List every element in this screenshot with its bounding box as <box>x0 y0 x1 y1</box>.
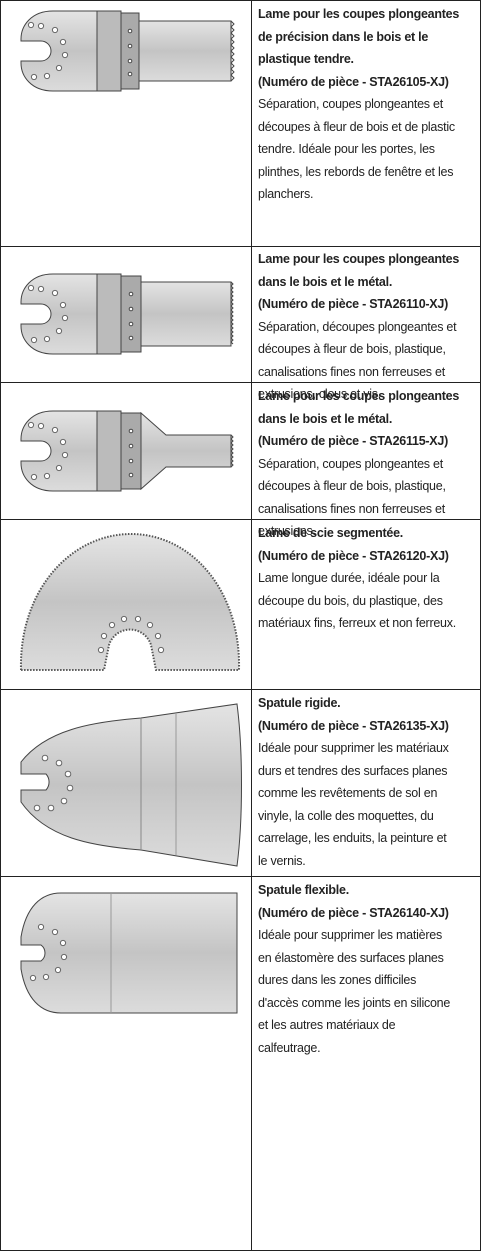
description-line: matériaux fins, ferreux et non ferreux. <box>258 616 456 630</box>
title-line: Lame pour les coupes plongeantes <box>258 389 460 403</box>
description-line: découpes à fleur de bois, plastique, <box>258 342 446 356</box>
description-line: Séparation, découpes plongeantes et <box>258 319 457 334</box>
description-line: découpes à fleur de bois et de plastic <box>258 119 455 134</box>
text: Lame pour les coupes plongeantes dans le … <box>258 385 480 543</box>
part-number: (Numéro de pièce - STA26140-XJ) <box>258 905 449 920</box>
blade-image <box>20 892 238 1014</box>
row: Lame pour les coupes plongeantes de préci… <box>0 0 481 247</box>
description-line: le vernis. <box>258 853 306 868</box>
description-line: dures dans les zones difficiles <box>258 973 417 987</box>
description-line: durs et tendres des surfaces planes <box>258 763 448 778</box>
part-number: (Numéro de pièce - STA26115-XJ) <box>258 434 449 448</box>
description-line: Séparation, coupes plongeantes et <box>258 456 443 471</box>
description-line: carrelage, les enduits, la peinture et <box>258 831 447 845</box>
description-line: Idéale pour supprimer les matières <box>258 928 442 942</box>
title-line: dans le bois et le métal. <box>258 411 393 426</box>
description-line: comme les revêtements de sol en <box>258 786 438 800</box>
text: Lame de scie segmentée. (Numéro de pièce … <box>258 522 480 635</box>
description-line: planchers. <box>258 187 314 201</box>
description-line: plinthes, les rebords de fenêtre et les <box>258 164 454 179</box>
part-number: (Numéro de pièce - STA26110-XJ) <box>258 297 449 311</box>
description-line: en élastomère des surfaces planes <box>258 950 444 965</box>
description-line: vinyle, la colle des moquettes, du <box>258 808 434 823</box>
row: Lame de scie segmentée. (Numéro de pièce … <box>0 520 481 690</box>
description-line: calfeutrage. <box>258 1040 321 1055</box>
description-line: canalisations fines non ferreuses et <box>258 364 445 379</box>
part-number: (Numéro de pièce - STA26105-XJ) <box>258 74 449 89</box>
title-line: Lame pour les coupes plongeantes <box>258 7 460 21</box>
description-line: d'accès comme les joints en silicone <box>258 995 451 1010</box>
description-line: extrusions. <box>258 524 316 538</box>
blade-image <box>20 273 234 355</box>
description-line: Séparation, coupes plongeantes et <box>258 97 443 111</box>
part-number: (Numéro de pièce - STA26120-XJ) <box>258 548 449 563</box>
description-line: tendre. Idéale pour les portes, les <box>258 142 435 156</box>
blade-image <box>20 703 242 867</box>
row: Lame pour les coupes plongeantes dans le … <box>0 383 481 538</box>
row: Spatule flexible. (Numéro de pièce - STA2… <box>0 877 481 1251</box>
title-line: plastique tendre. <box>258 52 354 66</box>
part-number: (Numéro de pièce - STA26135-XJ) <box>258 718 449 733</box>
blade-image <box>20 410 234 492</box>
title-line: Spatule flexible. <box>258 883 349 897</box>
text: Spatule rigide. (Numéro de pièce - STA261… <box>258 692 480 872</box>
description-line: Idéale pour supprimer les matériaux <box>258 741 449 755</box>
title-line: de précision dans le bois et le <box>258 29 429 44</box>
blade-image <box>20 10 235 92</box>
text: Lame pour les coupes plongeantes dans le … <box>258 248 480 406</box>
description-line: et les autres matériaux de <box>258 1018 396 1032</box>
text: Lame pour les coupes plongeantes de préci… <box>258 3 480 206</box>
description-line: canalisations fines non ferreuses et <box>258 501 445 516</box>
description-line: découpe du bois, du plastique, des <box>258 593 443 608</box>
row: Lame pour les coupes plongeantes dans le … <box>0 246 481 401</box>
title-line: Lame de scie segmentée. <box>258 526 404 540</box>
blade-image <box>19 532 241 671</box>
row: Spatule rigide. (Numéro de pièce - STA261… <box>0 690 481 877</box>
title-line: Spatule rigide. <box>258 696 341 710</box>
description-line: extrusions, clous et vis. <box>258 387 381 401</box>
title-line: Lame pour les coupes plongeantes <box>258 252 460 266</box>
text: Spatule flexible. (Numéro de pièce - STA2… <box>258 879 480 1059</box>
title-line: dans le bois et le métal. <box>258 274 393 289</box>
description-line: découpes à fleur de bois, plastique, <box>258 479 446 493</box>
description-line: Lame longue durée, idéale pour la <box>258 571 440 585</box>
